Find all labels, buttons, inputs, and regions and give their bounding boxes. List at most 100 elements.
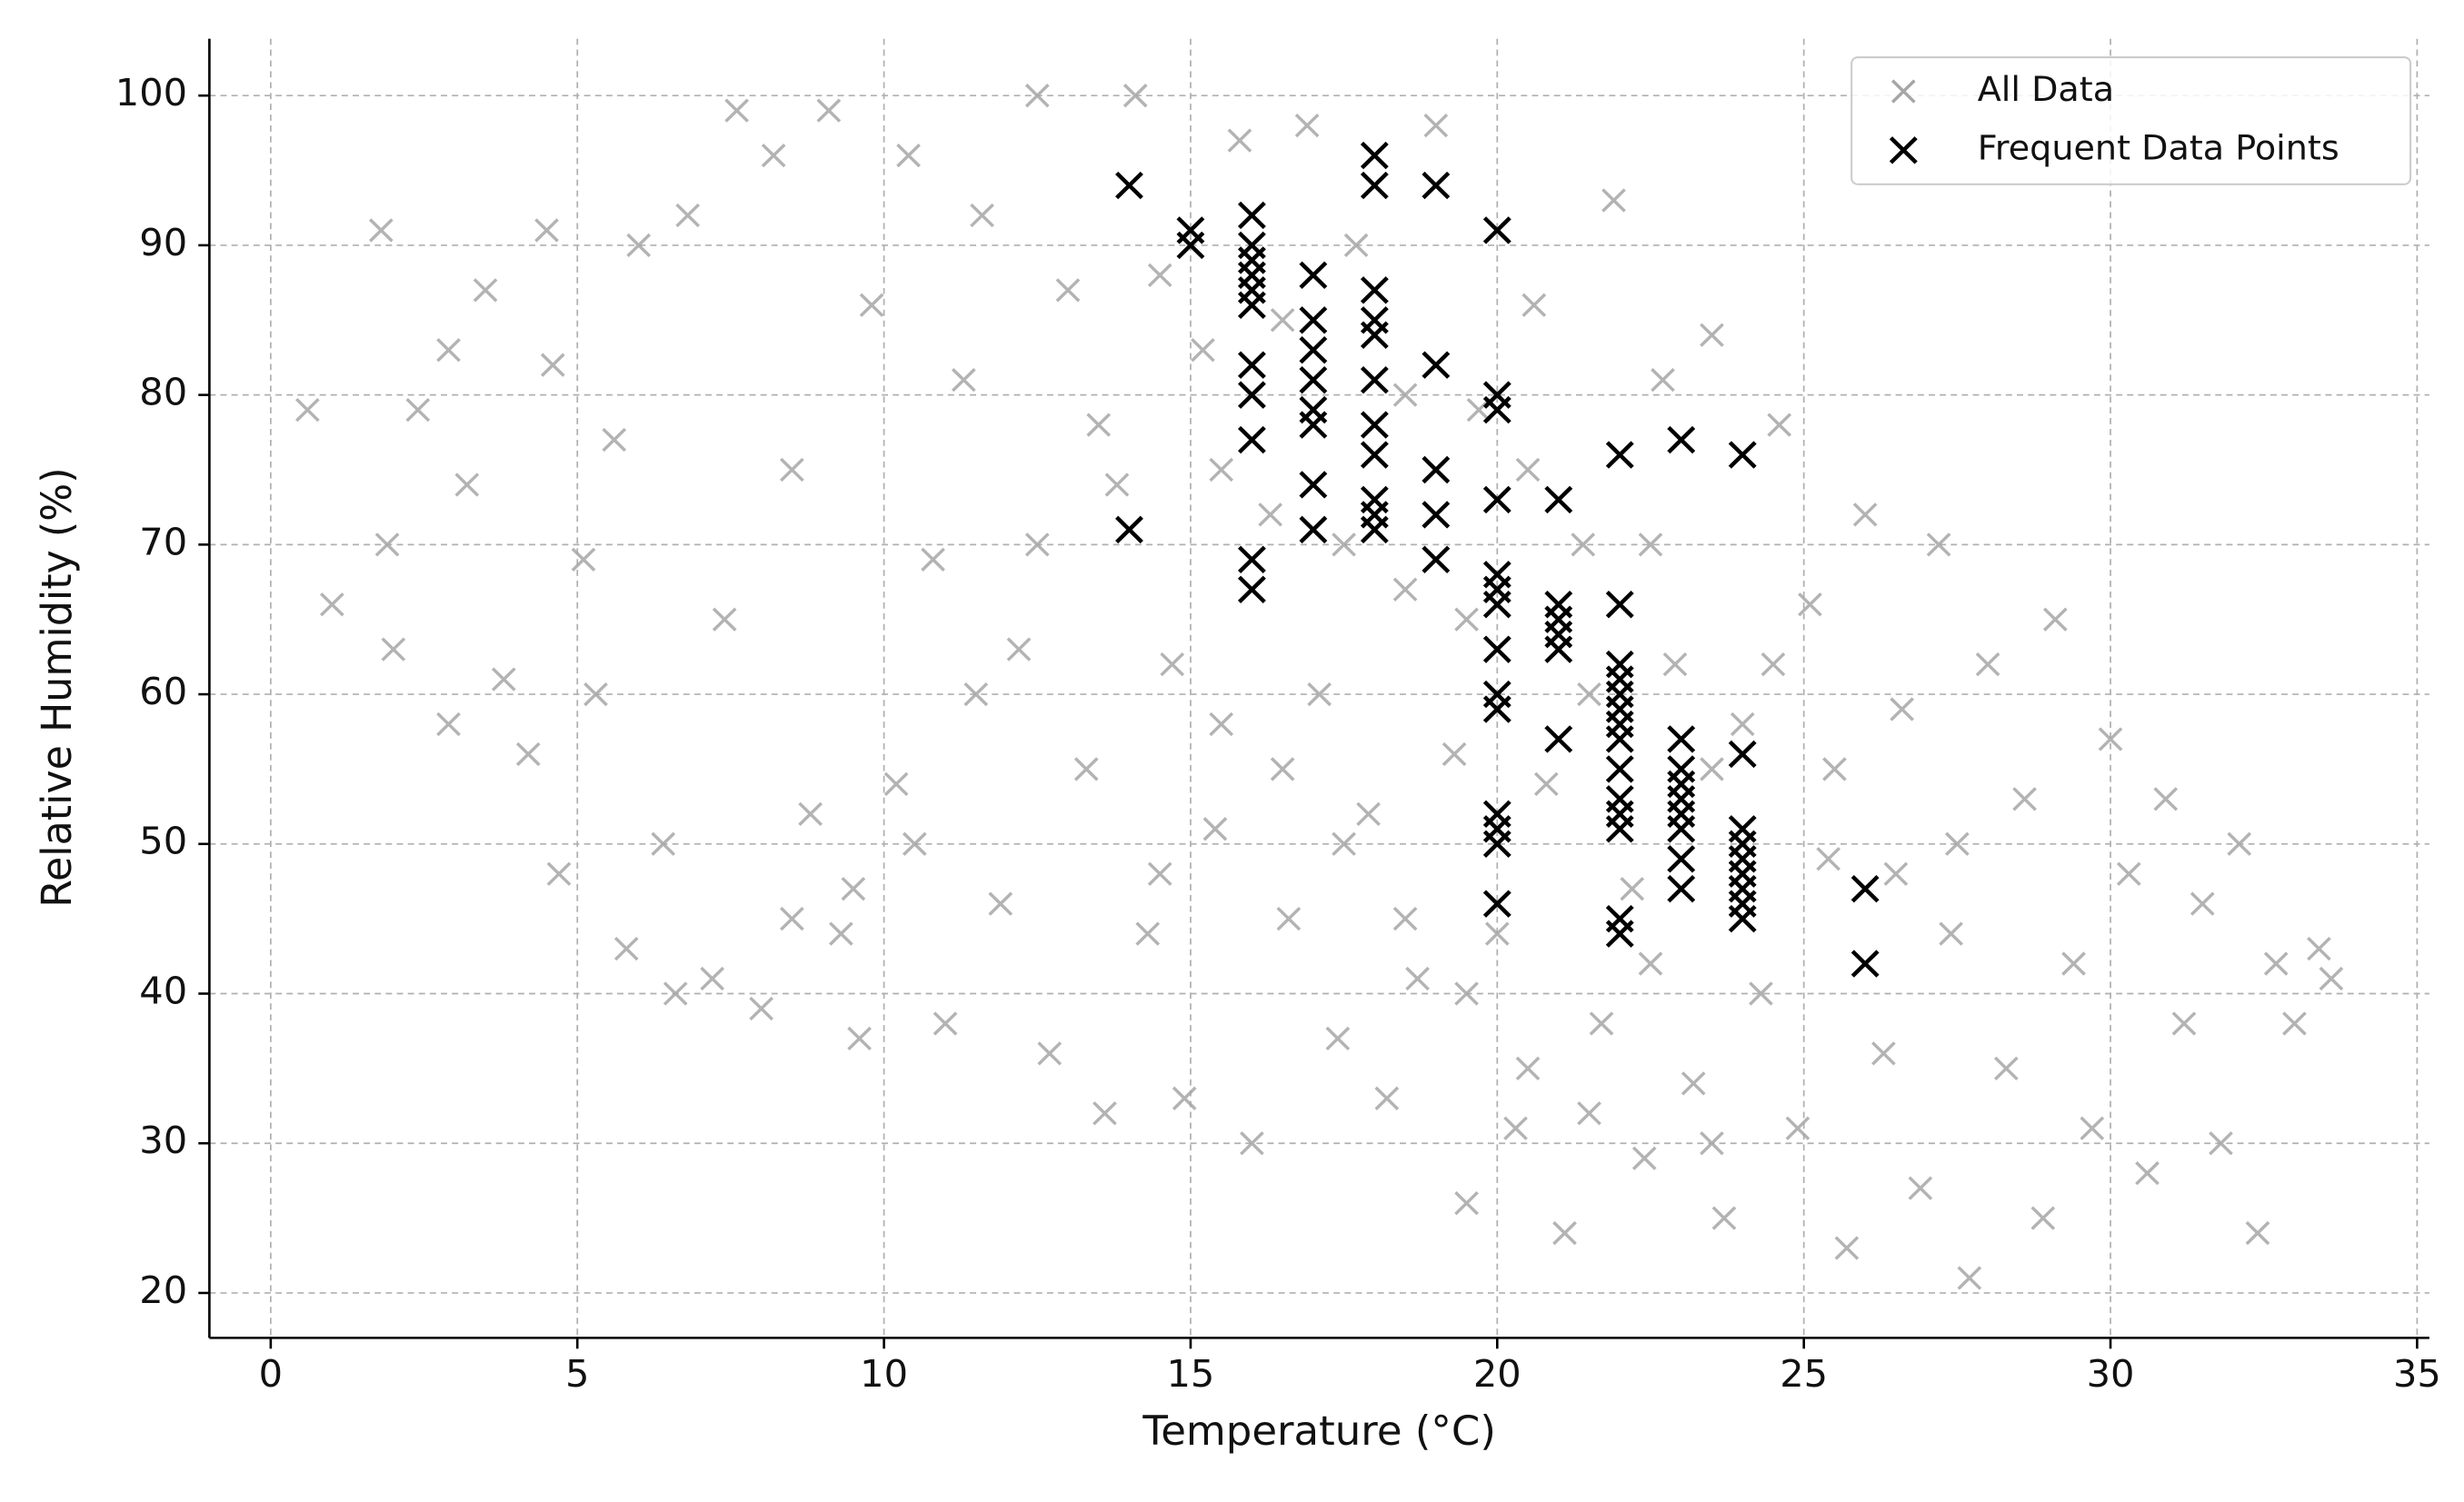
frequent-point xyxy=(1237,545,1266,574)
data-point xyxy=(700,966,725,991)
data-point xyxy=(816,98,842,123)
data-point xyxy=(921,547,945,572)
data-point xyxy=(473,278,498,303)
data-point xyxy=(951,368,976,393)
data-point xyxy=(1571,532,1596,557)
data-point xyxy=(1332,532,1356,557)
data-point xyxy=(859,293,884,317)
data-point xyxy=(381,637,406,661)
data-point xyxy=(1147,861,1172,886)
data-point xyxy=(1294,114,1320,138)
data-point xyxy=(1767,413,1792,437)
data-point xyxy=(2030,1206,2056,1230)
data-point xyxy=(1631,1146,1657,1170)
data-point xyxy=(963,681,989,707)
data-point xyxy=(675,203,701,228)
data-point xyxy=(1681,1071,1706,1096)
data-point xyxy=(1908,1176,1933,1200)
y-tick-label: 80 xyxy=(139,371,187,414)
data-point xyxy=(1104,472,1130,497)
data-point xyxy=(2282,1011,2307,1036)
frequent-point xyxy=(1850,875,1880,903)
data-point xyxy=(1147,263,1172,287)
frequent-point xyxy=(1605,755,1634,783)
data-point xyxy=(436,338,461,363)
data-point xyxy=(2245,1220,2270,1246)
frequent-point xyxy=(1299,411,1328,439)
data-point xyxy=(798,801,823,826)
data-point xyxy=(2098,727,2123,751)
data-point xyxy=(749,996,773,1021)
legend-marker xyxy=(1890,79,1916,104)
data-point xyxy=(829,921,853,946)
data-point xyxy=(491,667,516,691)
data-point xyxy=(1024,532,1050,557)
data-point xyxy=(534,218,559,243)
data-point xyxy=(2116,861,2141,886)
data-point xyxy=(2153,787,2179,811)
data-point xyxy=(1202,817,1228,841)
data-point xyxy=(1209,711,1234,737)
data-point xyxy=(2263,951,2289,976)
frequent-point xyxy=(1422,171,1451,200)
y-tick-label: 90 xyxy=(139,221,187,264)
data-point xyxy=(1343,233,1369,258)
data-point xyxy=(1423,114,1449,138)
data-point xyxy=(1785,1116,1811,1140)
legend-marker xyxy=(1889,136,1918,164)
frequent-point xyxy=(1728,740,1757,769)
data-point xyxy=(2171,1011,2197,1036)
data-point xyxy=(546,861,572,886)
frequent-point xyxy=(1482,591,1511,619)
data-point xyxy=(2209,1131,2233,1156)
data-point xyxy=(1055,278,1081,303)
data-point xyxy=(294,397,320,423)
y-axis-label: Relative Humidity (%) xyxy=(34,468,81,908)
data-point xyxy=(1651,368,1675,393)
data-point xyxy=(651,831,676,856)
data-point xyxy=(780,457,804,482)
data-point xyxy=(847,1026,872,1051)
data-point xyxy=(1092,1101,1117,1126)
data-point xyxy=(1533,771,1559,797)
x-tick-label: 5 xyxy=(565,1352,589,1396)
data-point xyxy=(1890,697,1914,721)
frequent-point xyxy=(1482,395,1511,424)
frequent-point xyxy=(1237,575,1266,603)
data-point xyxy=(1405,966,1430,991)
data-point xyxy=(970,203,994,228)
frequent-point xyxy=(1299,306,1328,334)
data-point xyxy=(1227,128,1252,153)
frequent-point xyxy=(1360,171,1389,200)
data-point xyxy=(626,233,652,258)
data-point xyxy=(2135,1161,2160,1186)
data-point xyxy=(1552,1220,1577,1246)
frequent-point xyxy=(1728,441,1757,469)
y-tick-label: 60 xyxy=(139,670,187,713)
data-point xyxy=(1589,1011,1614,1036)
y-tick-label: 70 xyxy=(139,521,187,564)
data-point xyxy=(1944,831,1970,856)
data-point xyxy=(1392,907,1418,931)
data-point xyxy=(1037,1041,1062,1066)
data-point xyxy=(2307,936,2331,961)
data-point xyxy=(1258,502,1283,527)
frequent-point xyxy=(1299,471,1328,499)
frequent-point xyxy=(1667,815,1696,843)
data-point xyxy=(1392,383,1418,407)
frequent-point xyxy=(1237,291,1266,320)
data-point xyxy=(883,771,909,797)
data-point xyxy=(1086,413,1112,437)
data-point xyxy=(1939,921,1963,946)
data-point xyxy=(405,397,431,423)
data-point xyxy=(1160,652,1185,677)
frequent-point xyxy=(1176,231,1205,260)
x-tick-label: 30 xyxy=(2087,1352,2135,1396)
data-point xyxy=(1454,981,1479,1006)
data-point xyxy=(841,877,866,901)
data-point xyxy=(1466,397,1491,423)
frequent-point xyxy=(1605,920,1634,948)
data-point xyxy=(1515,457,1541,482)
data-point xyxy=(1356,801,1381,826)
